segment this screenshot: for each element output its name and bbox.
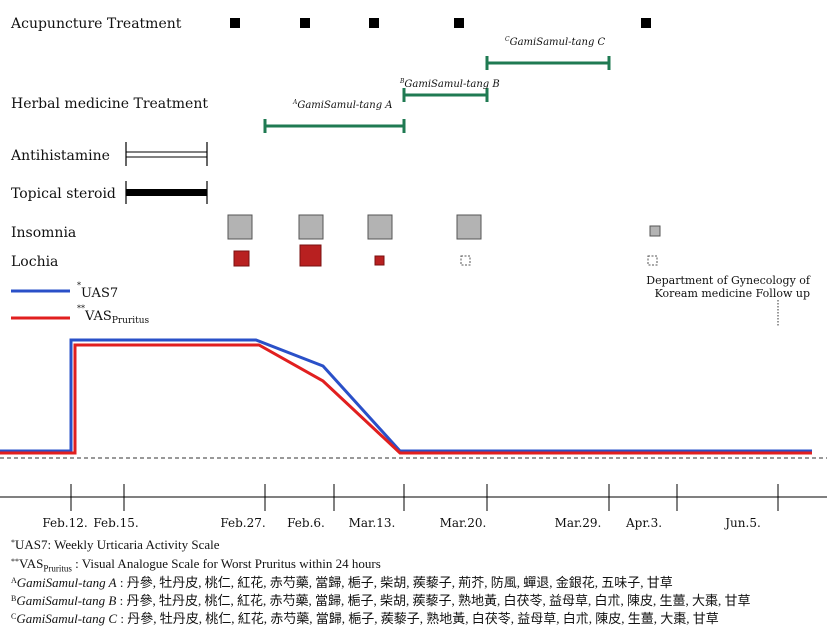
timeline-date-label: Jun.5. — [723, 516, 761, 530]
timeline-date-label: Mar.13. — [349, 516, 396, 530]
row-label-herbal: Herbal medicine Treatment — [11, 96, 208, 112]
footnote-formula-c: CGamiSamul-tang C : 丹參, 牡丹皮, 桃仁, 紅花, 赤芍藥… — [11, 611, 719, 626]
timeline-date-label: Apr.3. — [625, 516, 662, 530]
footnote-uas7: *UAS7: Weekly Urticaria Activity Scale — [11, 537, 220, 552]
vas-pruritus-curve — [0, 343, 812, 455]
followup-note-line1: Department of Gynecology of — [646, 274, 811, 287]
timeline-ticks — [70, 484, 779, 511]
acupuncture-markers — [230, 18, 651, 28]
herbal-label-b-sup: B — [399, 78, 405, 85]
herbal-label-b: BGamiSamul-tang B — [399, 78, 500, 90]
row-label-lochia: Lochia — [11, 254, 58, 270]
timeline-date-label: Feb.27. — [220, 516, 265, 530]
lochia-marker — [233, 250, 250, 267]
timeline-date-label: Mar.20. — [440, 516, 487, 530]
acupuncture-session-marker — [369, 18, 379, 28]
row-label-acupuncture: Acupuncture Treatment — [10, 16, 182, 32]
followup-note-line2: Koream medicine Follow up — [655, 287, 810, 300]
herbal-label-a-name: GamiSamul-tang A — [297, 100, 392, 111]
insomnia-marker — [367, 214, 393, 240]
herbal-label-a: AGamiSamul-tang A — [292, 99, 393, 111]
lochia-marker — [299, 244, 322, 267]
herbal-bar-b — [402, 88, 489, 102]
legend-vas-label: **VASPruritus — [77, 304, 150, 326]
herbal-label-c: CGamiSamul-tang C — [505, 36, 606, 48]
herbal-label-c-sup: C — [505, 36, 510, 43]
footnote-vas: **VASPruritus : Visual Analogue Scale fo… — [11, 556, 381, 574]
insomnia-marker — [227, 214, 253, 240]
row-label-insomnia: Insomnia — [11, 225, 76, 241]
timeline-date-label: Feb.15. — [93, 516, 138, 530]
row-label-topical-steroid: Topical steroid — [11, 186, 116, 202]
timeline-date-label: Feb.12. — [42, 516, 87, 530]
timeline-date-label: Mar.29. — [555, 516, 602, 530]
legend-uas7-label: *UAS7 — [77, 281, 118, 301]
herbal-label-a-sup: A — [292, 99, 298, 106]
insomnia-marker — [649, 225, 661, 237]
acupuncture-session-marker — [300, 18, 310, 28]
topical-steroid-bar — [125, 181, 208, 204]
row-label-antihistamine: Antihistamine — [10, 148, 110, 164]
antihistamine-bar — [125, 142, 208, 166]
insomnia-marker — [456, 214, 482, 240]
footnote-formula-a: AGamiSamul-tang A : 丹參, 牡丹皮, 桃仁, 紅花, 赤芍藥… — [11, 575, 673, 590]
acupuncture-session-marker — [230, 18, 240, 28]
lochia-marker — [374, 255, 385, 266]
uas7-curve — [0, 338, 812, 453]
lochia-markers — [233, 244, 658, 267]
footnote-formula-b: BGamiSamul-tang B : 丹參, 牡丹皮, 桃仁, 紅花, 赤芍藥… — [11, 593, 751, 608]
timeline-date-label: Feb.6. — [287, 516, 325, 530]
acupuncture-session-marker — [454, 18, 464, 28]
herbal-label-c-name: GamiSamul-tang C — [510, 37, 606, 48]
herbal-label-b-name: GamiSamul-tang B — [404, 79, 499, 90]
insomnia-marker — [298, 214, 324, 240]
herbal-bar-a — [263, 119, 406, 133]
lochia-marker-absent — [460, 255, 471, 266]
insomnia-markers — [227, 214, 661, 240]
acupuncture-session-marker — [641, 18, 651, 28]
lochia-marker-absent — [647, 255, 658, 266]
herbal-bar-c — [485, 56, 611, 70]
